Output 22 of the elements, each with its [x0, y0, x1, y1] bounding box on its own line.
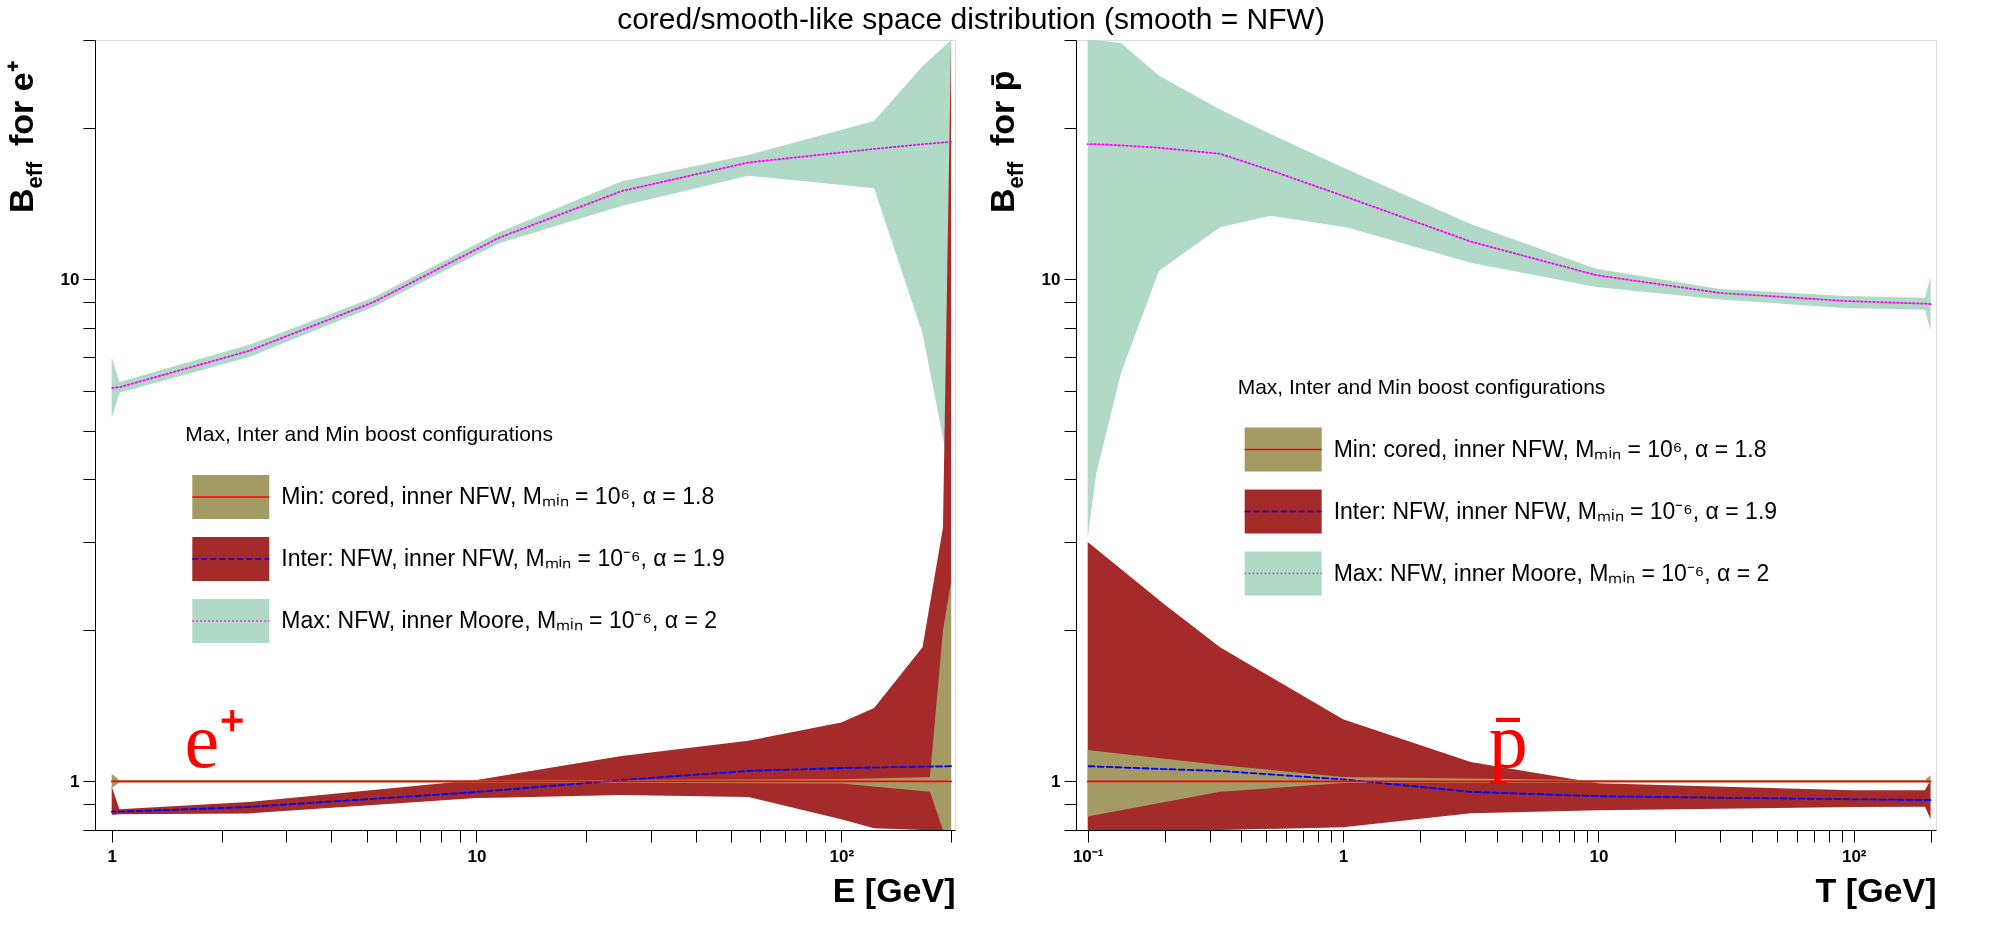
x-tick-label: 10 [1589, 846, 1609, 866]
legend-title: Max, Inter and Min boost configurations [1237, 374, 1606, 398]
legend-title: Max, Inter and Min boost configurations [185, 422, 553, 445]
x-tick-label: 1 [1338, 846, 1349, 866]
x-axis-title: T [GeV] [1815, 870, 1937, 909]
y-axis-title: Beff for e⁺ [2, 61, 47, 214]
x-tick-label: 10² [829, 846, 855, 866]
legend-label: Max: NFW, inner Moore, Mₘᵢₙ = 10⁻⁶, α = 2 [281, 607, 718, 633]
x-tick-label: 1 [107, 846, 117, 866]
chart-title: cored/smooth-like space distribution (smooth = NFW) [617, 2, 1325, 35]
legend-label: Max: NFW, inner Moore, Mₘᵢₙ = 10⁻⁶, α = 2 [1333, 559, 1770, 586]
legend-label: Min: cored, inner NFW, Mₘᵢₙ = 10⁶, α = 1.8 [281, 483, 715, 509]
x-tick-label: 10² [1841, 846, 1867, 866]
legend-label: Inter: NFW, inner NFW, Mₘᵢₙ = 10⁻⁶, α = 1.9 [281, 545, 725, 571]
annotation: p̄ [1488, 696, 1528, 784]
annotation: e⁺ [184, 696, 246, 784]
y-axis-title: Beff for p̄ [983, 70, 1028, 214]
x-tick-label: 10⁻¹ [1072, 846, 1104, 866]
x-tick-label: 10 [467, 846, 487, 866]
legend-label: Min: cored, inner NFW, Mₘᵢₙ = 10⁶, α = 1.8 [1333, 435, 1767, 462]
legend-label: Inter: NFW, inner NFW, Mₘᵢₙ = 10⁻⁶, α = 1.9 [1333, 497, 1778, 524]
x-axis-title: E [GeV] [832, 870, 956, 909]
